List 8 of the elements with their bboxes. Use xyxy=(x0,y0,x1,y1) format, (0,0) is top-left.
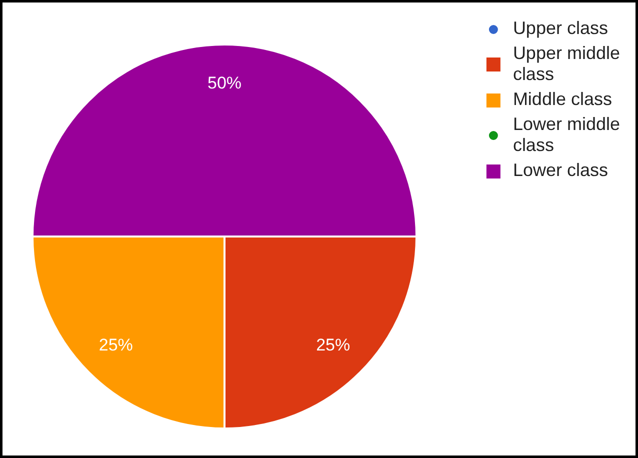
legend-label: Middle class xyxy=(512,89,612,110)
data-label: 25% xyxy=(98,336,133,355)
legend-label: Lower class xyxy=(512,160,608,181)
data-label: 50% xyxy=(207,73,242,92)
legend-label: Lower middle class xyxy=(512,114,620,156)
legend-label: Upper class xyxy=(512,18,608,39)
data-label: 25% xyxy=(316,336,350,355)
legend-label: Upper middle class xyxy=(512,43,620,85)
